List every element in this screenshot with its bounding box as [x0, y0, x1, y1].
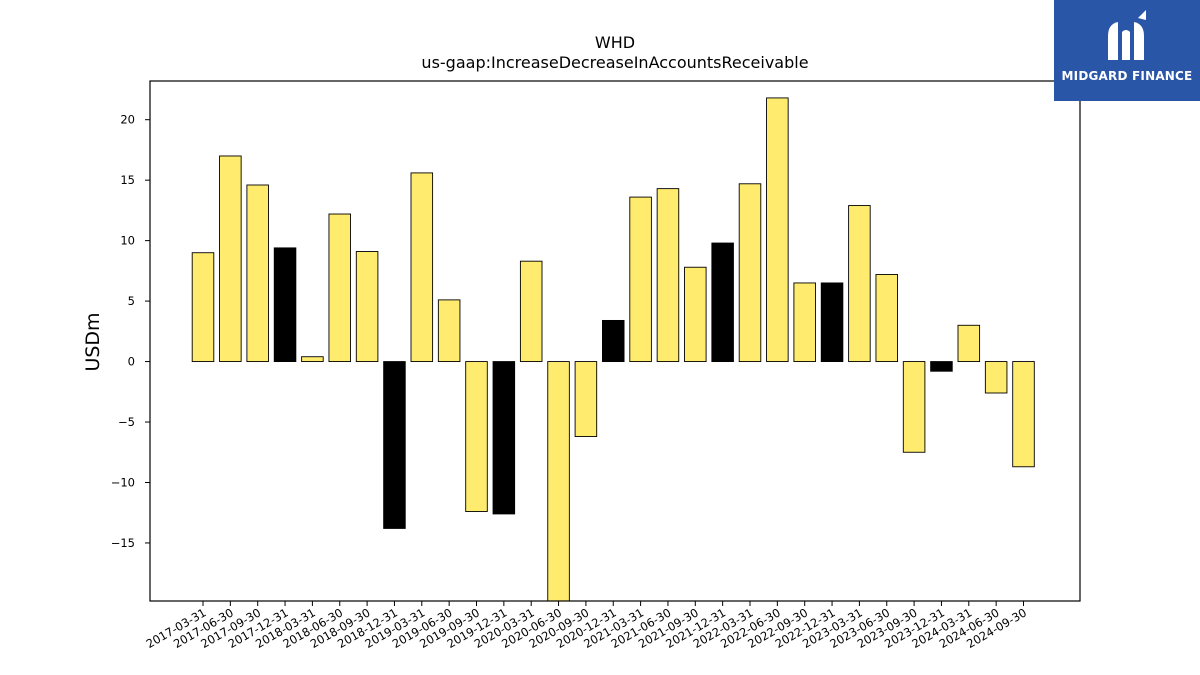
plot-frame	[149, 80, 1081, 602]
midgard-logo-icon	[1108, 10, 1146, 60]
bar-2022-06-30	[766, 97, 789, 363]
bar-2023-06-30	[875, 274, 899, 363]
y-tick-label: 10	[120, 234, 135, 248]
bar-2017-06-30	[219, 155, 242, 363]
bar-2023-09-30	[902, 361, 926, 453]
bar-2024-03-31	[957, 324, 981, 363]
bar-2024-09-30	[1012, 361, 1035, 468]
bar-2019-06-30	[437, 299, 461, 363]
x-axis: 2017-03-312017-06-302017-09-302017-12-31…	[144, 601, 1029, 651]
bar-2020-09-30	[574, 361, 598, 437]
brand-logo: MIDGARD FINANCE	[1054, 0, 1200, 101]
bar-2022-09-30	[793, 282, 816, 363]
chart-title: WHD	[595, 33, 635, 52]
bar-2020-12-31	[602, 319, 625, 363]
bar-2021-06-30	[656, 188, 680, 363]
bar-2021-03-31	[629, 196, 652, 363]
y-tick-label: −15	[111, 536, 135, 550]
bar-2022-03-31	[738, 183, 762, 363]
bar-2018-09-30	[355, 251, 379, 363]
bar-2017-12-31	[273, 247, 297, 363]
bar-2017-09-30	[246, 184, 269, 363]
y-tick-label: −5	[118, 415, 135, 429]
y-tick-label: 0	[128, 355, 135, 369]
bar-2019-09-30	[465, 361, 488, 512]
bar-2022-12-31	[820, 282, 844, 363]
y-tick-label: 15	[120, 173, 135, 187]
bar-2021-12-31	[711, 242, 734, 363]
bar-2018-06-30	[328, 213, 352, 363]
logo-text: MIDGARD FINANCE	[1061, 69, 1193, 83]
bars-group	[191, 97, 1035, 601]
bar-2020-06-30	[547, 361, 570, 601]
bar-2019-03-31	[410, 172, 434, 363]
y-tick-label: 20	[120, 113, 135, 127]
y-tick-label: −10	[111, 475, 135, 489]
bar-2018-12-31	[383, 361, 406, 529]
y-axis-label: USDm	[82, 312, 104, 371]
bar-2023-03-31	[848, 205, 871, 363]
bar-2023-12-31	[930, 361, 953, 372]
bar-2019-12-31	[492, 361, 516, 515]
bar-2020-03-31	[519, 260, 543, 363]
bar-2018-03-31	[301, 356, 324, 363]
bar-2024-06-30	[984, 361, 1008, 394]
y-tick-label: 5	[128, 294, 135, 308]
bar-2017-03-31	[191, 252, 215, 363]
bar-2021-09-30	[684, 266, 707, 363]
chart-subtitle: us-gaap:IncreaseDecreaseInAccountsReceiv…	[421, 53, 808, 72]
y-axis: −15 −10 −5 0 5 10 15 20	[111, 113, 150, 550]
